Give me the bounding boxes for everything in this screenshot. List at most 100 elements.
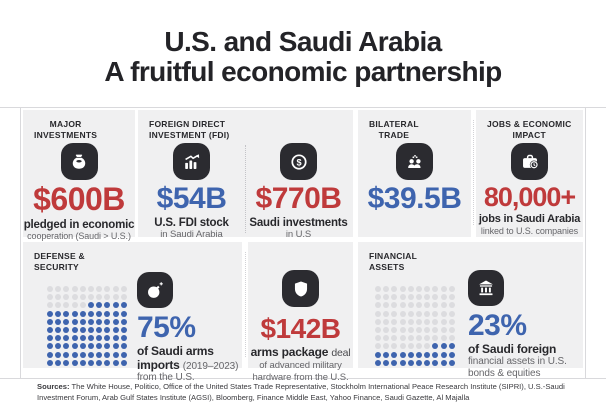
waffle-dot-filled <box>96 310 103 317</box>
stat-divider <box>245 145 246 233</box>
waffle-dot-empty <box>440 326 447 333</box>
stat-sublabel: in Saudi Arabia <box>160 229 223 241</box>
waffle-dot-filled <box>120 343 127 350</box>
waffle-dot-filled <box>448 343 455 350</box>
waffle-dot-filled <box>55 359 62 366</box>
waffle-dot-filled <box>47 351 53 358</box>
waffle-dot-filled <box>383 359 390 366</box>
waffle-dot-empty <box>407 318 414 325</box>
card-header: FOREIGN DIRECT INVESTMENT (FDI) <box>149 119 230 140</box>
waffle-dot-empty <box>440 302 447 309</box>
waffle-dot-empty <box>415 318 422 325</box>
waffle-dot-empty <box>432 302 439 309</box>
waffle-dot-empty <box>71 286 78 292</box>
waffle-dot-filled <box>424 359 431 366</box>
sources-footnote: Sources: The White House, Politico, Offi… <box>37 382 589 403</box>
stat-years: (2019–2023) <box>182 360 239 372</box>
waffle-dot-filled <box>104 343 111 350</box>
waffle-dot-empty <box>104 286 111 292</box>
waffle-dot-empty <box>399 326 406 333</box>
frame-line-top <box>0 107 606 108</box>
gap-divider-row1 <box>473 120 474 225</box>
card-financial-assets: FINANCIAL ASSETS 23% of Saudi foreign fi… <box>358 242 583 379</box>
waffle-dot-filled <box>120 310 127 317</box>
waffle-dot-filled <box>87 310 94 317</box>
waffle-dot-filled <box>424 351 431 358</box>
waffle-dot-filled <box>399 359 406 366</box>
waffle-dot-empty <box>383 294 390 301</box>
waffle-dot-empty <box>383 310 390 317</box>
waffle-chart-arms-imports <box>47 286 127 366</box>
waffle-dot-filled <box>79 343 86 350</box>
card-header: DEFENSE & SECURITY <box>34 251 85 272</box>
waffle-dot-filled <box>104 335 111 342</box>
card-defense-security: DEFENSE & SECURITY 75% of Saudi arms imp… <box>23 242 242 383</box>
waffle-dot-filled <box>55 318 62 325</box>
waffle-dot-empty <box>79 302 86 309</box>
waffle-dot-filled <box>87 359 94 366</box>
waffle-dot-filled <box>47 335 53 342</box>
waffle-dot-empty <box>63 302 70 309</box>
waffle-dot-empty <box>424 286 431 292</box>
waffle-dot-empty <box>407 302 414 309</box>
waffle-dot-filled <box>440 359 447 366</box>
card-major-investments: MAJOR INVESTMENTS $600B pledged in econo… <box>23 110 135 241</box>
waffle-dot-filled <box>96 335 103 342</box>
stat-value: $770B <box>255 182 342 215</box>
waffle-dot-filled <box>96 326 103 333</box>
waffle-dot-empty <box>448 286 455 292</box>
waffle-dot-empty <box>432 286 439 292</box>
waffle-dot-empty <box>448 326 455 333</box>
waffle-dot-filled <box>87 343 94 350</box>
fdi-stat-us: $54B U.S. FDI stock in Saudi Arabia <box>138 143 245 241</box>
waffle-dot-filled <box>104 310 111 317</box>
waffle-dot-empty <box>415 286 422 292</box>
waffle-dot-filled <box>55 326 62 333</box>
money-bag-icon <box>60 143 98 180</box>
waffle-dot-empty <box>424 326 431 333</box>
waffle-dot-filled <box>120 302 127 309</box>
waffle-dot-empty <box>375 310 381 317</box>
waffle-dot-empty <box>407 326 414 333</box>
waffle-dot-empty <box>71 302 78 309</box>
waffle-dot-empty <box>79 294 86 301</box>
waffle-dot-empty <box>375 286 381 292</box>
waffle-dot-empty <box>407 286 414 292</box>
waffle-dot-filled <box>399 351 406 358</box>
waffle-dot-filled <box>407 351 414 358</box>
waffle-dot-empty <box>432 318 439 325</box>
stat-label: U.S. FDI stock <box>154 216 229 229</box>
waffle-dot-filled <box>448 351 455 358</box>
stat-value: 80,000+ <box>483 182 576 212</box>
waffle-dot-empty <box>391 343 398 350</box>
waffle-dot-empty <box>375 326 381 333</box>
waffle-dot-empty <box>391 318 398 325</box>
stat-sublabel: from the U.S. <box>137 372 195 384</box>
svg-text:$: $ <box>296 157 301 167</box>
waffle-dot-empty <box>424 335 431 342</box>
waffle-dot-empty <box>399 343 406 350</box>
stat-sublabel-line1: of advanced military <box>259 360 342 372</box>
waffle-dot-filled <box>112 302 119 309</box>
waffle-dot-empty <box>399 286 406 292</box>
waffle-dot-empty <box>399 335 406 342</box>
waffle-dot-filled <box>55 310 62 317</box>
waffle-dot-empty <box>375 335 381 342</box>
waffle-dot-empty <box>383 335 390 342</box>
bank-icon <box>468 270 504 306</box>
stat-sublabel: cooperation (Saudi > U.S.) <box>27 231 131 242</box>
waffle-dot-filled <box>448 359 455 366</box>
bomb-icon <box>137 272 173 308</box>
waffle-dot-filled <box>415 351 422 358</box>
waffle-dot-empty <box>391 310 398 317</box>
waffle-dot-filled <box>71 335 78 342</box>
waffle-dot-empty <box>120 294 127 301</box>
waffle-dot-empty <box>448 335 455 342</box>
waffle-dot-filled <box>63 351 70 358</box>
stat-label-line1: of Saudi arms <box>137 343 214 358</box>
waffle-dot-filled <box>55 351 62 358</box>
waffle-dot-filled <box>71 326 78 333</box>
waffle-dot-empty <box>424 343 431 350</box>
waffle-dot-empty <box>415 294 422 301</box>
